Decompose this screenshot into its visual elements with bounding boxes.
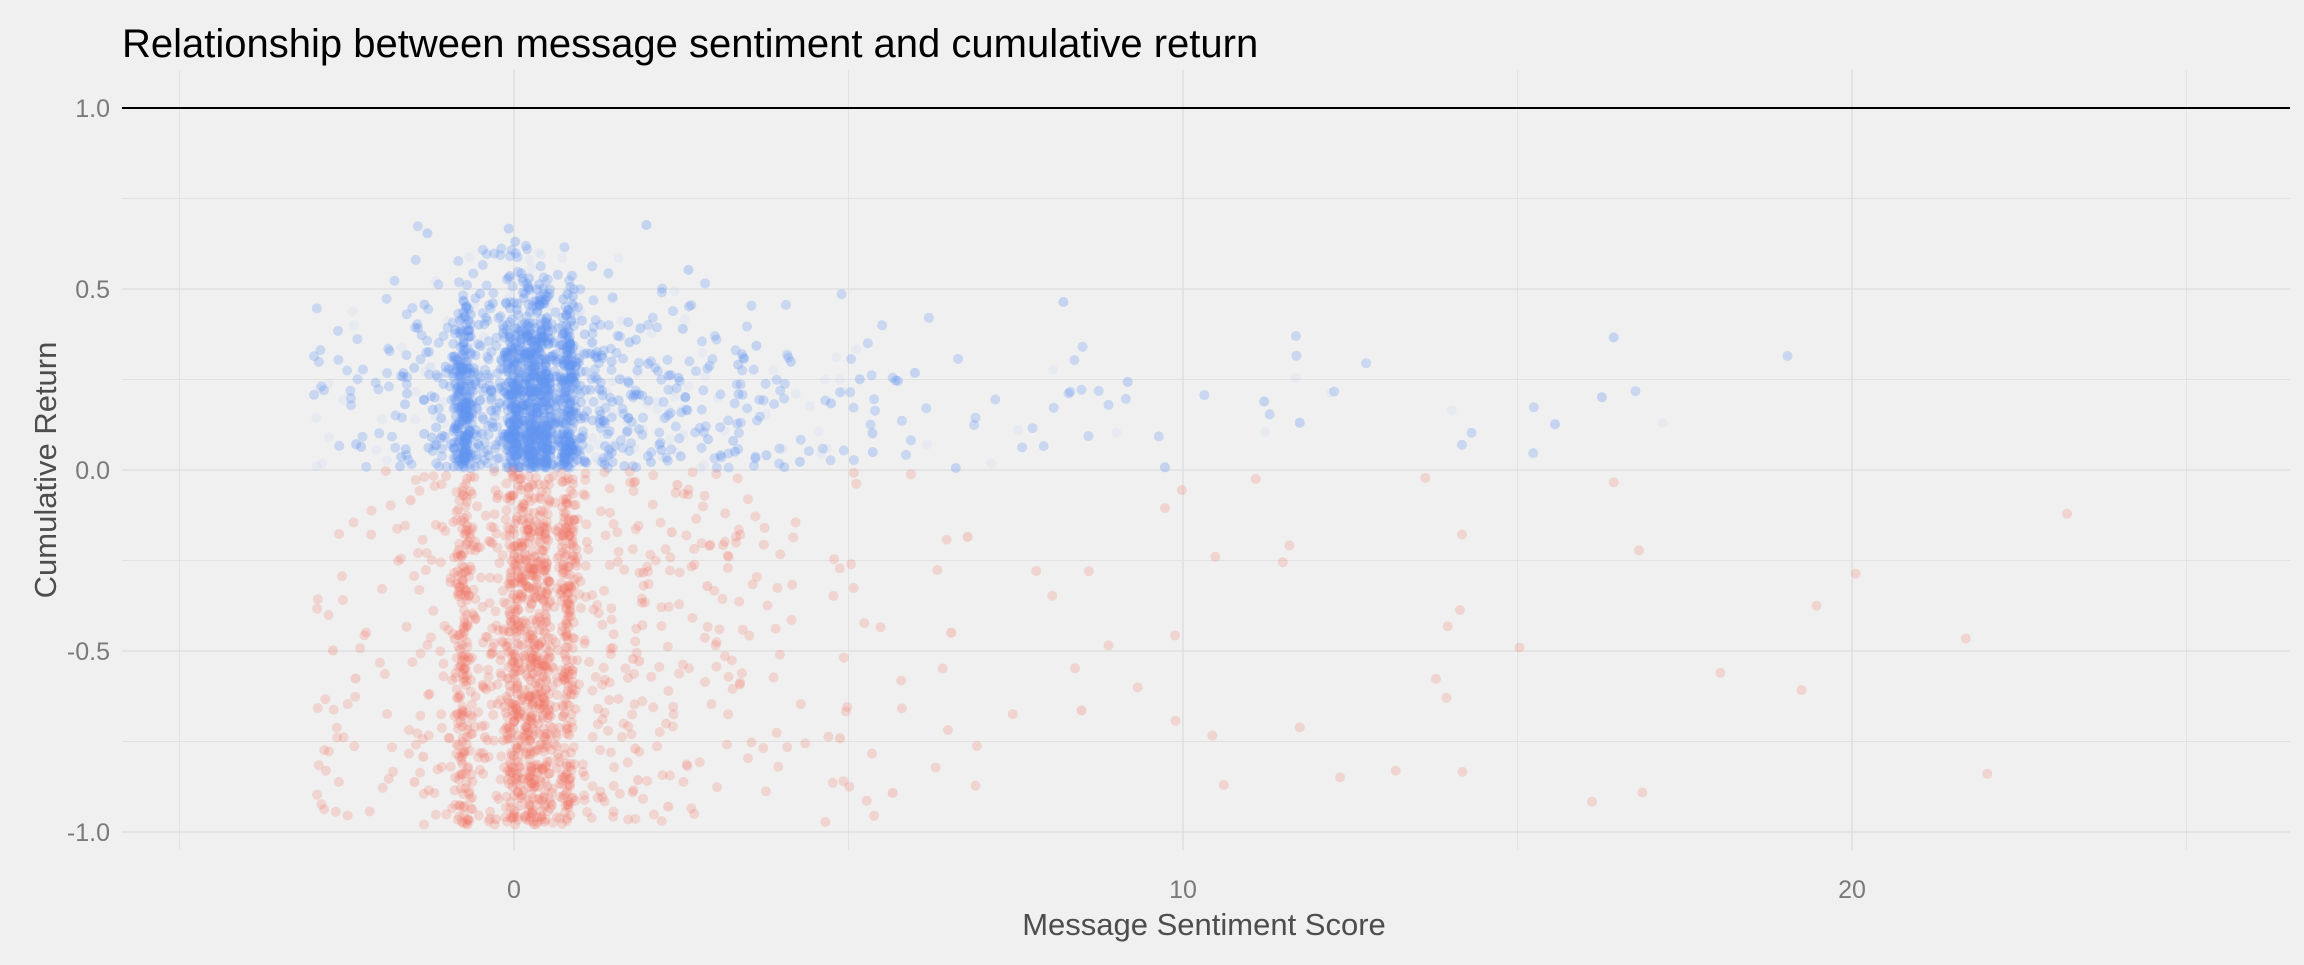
scatter-point-positive — [1447, 405, 1457, 415]
scatter-point-positive — [791, 389, 801, 399]
scatter-point-positive — [536, 250, 546, 260]
scatter-point-positive — [410, 415, 420, 425]
scatter-point-positive — [1013, 425, 1023, 435]
scatter-point-positive — [347, 306, 357, 316]
scatter-point-positive — [382, 456, 392, 466]
scatter-point-positive — [831, 352, 841, 362]
scatter-point-positive — [835, 374, 845, 384]
scatter-point-positive — [464, 252, 474, 262]
scatter-point-positive — [851, 344, 861, 354]
scatter-point-positive — [1260, 427, 1270, 437]
scatter-point-positive — [820, 375, 830, 385]
scatter-point-positive — [1658, 418, 1668, 428]
scatter-point-positive — [768, 365, 778, 375]
scatter-point-positive — [349, 320, 359, 330]
scatter-point-positive — [372, 445, 382, 455]
scatter-point-positive — [411, 387, 421, 397]
scatter-point-positive — [557, 253, 567, 263]
scatter-point-positive — [805, 401, 815, 411]
scatter-point-positive — [312, 461, 322, 471]
scatter-point-positive — [922, 440, 932, 450]
scatter-point-positive — [1048, 365, 1058, 375]
scatter-point-positive — [527, 263, 537, 273]
scatter-point-positive — [1291, 372, 1301, 382]
scatter-point-positive — [377, 414, 387, 424]
scatter-point-positive — [670, 286, 680, 296]
scatter-point-positive — [524, 255, 534, 265]
scatter-point-positive — [986, 459, 996, 469]
scatter-point-positive — [666, 434, 676, 444]
scatter-point-positive — [614, 253, 624, 263]
scatter-point-positive — [814, 426, 824, 436]
scatter-point-positive — [311, 413, 321, 423]
scatter-point-positive — [1111, 428, 1121, 438]
scatter-point-positive — [680, 314, 690, 324]
scatter-point-positive — [683, 382, 693, 392]
scatter-point-positive — [698, 348, 708, 358]
scatter-point-positive — [324, 432, 334, 442]
